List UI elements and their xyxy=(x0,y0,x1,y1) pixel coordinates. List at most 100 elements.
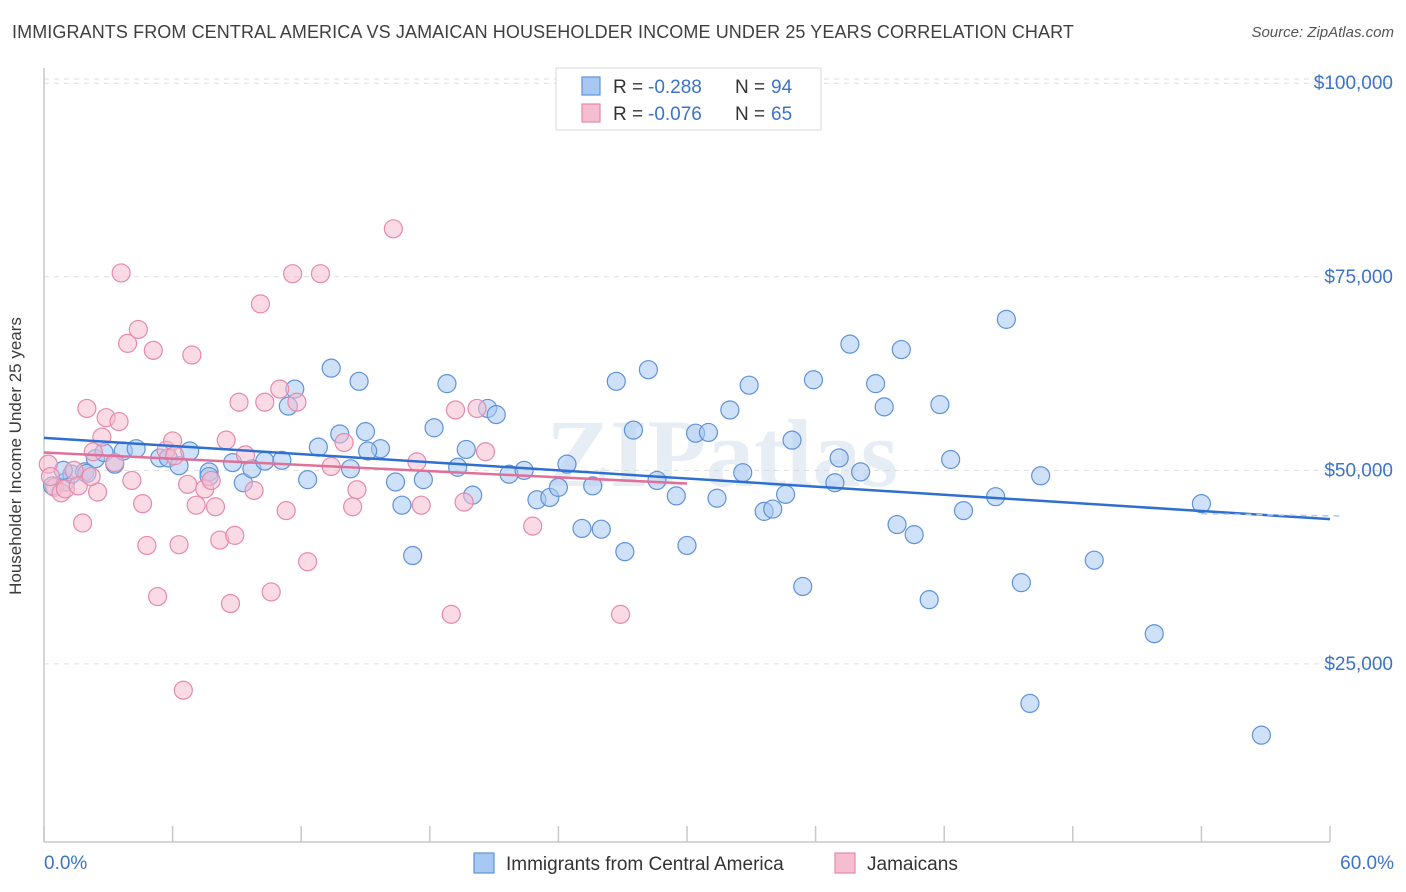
point-central-america xyxy=(1191,494,1212,514)
point-jamaicans xyxy=(298,552,318,572)
point-central-america xyxy=(666,486,686,506)
point-central-america xyxy=(851,462,871,482)
point-central-america xyxy=(775,484,796,504)
point-jamaicans xyxy=(105,453,125,473)
point-jamaicans xyxy=(40,466,61,487)
point-jamaicans xyxy=(270,379,290,399)
point-central-america xyxy=(355,422,376,442)
point-central-america xyxy=(829,448,849,468)
point-central-america xyxy=(255,451,275,471)
point-jamaicans xyxy=(523,516,543,536)
point-central-america xyxy=(557,454,577,474)
point-jamaicans xyxy=(220,593,241,614)
point-central-america xyxy=(904,525,924,545)
point-jamaicans xyxy=(276,501,296,521)
point-central-america xyxy=(866,374,886,394)
point-central-america xyxy=(437,374,457,394)
x-tick-label-max: 60.0% xyxy=(1340,853,1394,874)
point-jamaicans xyxy=(132,494,153,514)
legend-r-label: R = xyxy=(613,77,643,98)
point-central-america xyxy=(739,375,759,395)
point-central-america xyxy=(548,477,569,497)
point-jamaicans xyxy=(117,333,138,353)
point-jamaicans xyxy=(186,495,206,515)
trend-line-jamaicans xyxy=(43,451,688,485)
point-central-america xyxy=(919,590,939,610)
point-jamaicans xyxy=(467,398,487,419)
point-central-america xyxy=(782,430,802,450)
point-central-america xyxy=(1144,624,1164,644)
point-jamaicans xyxy=(92,427,112,447)
point-central-america xyxy=(1020,693,1040,714)
point-central-america xyxy=(456,439,476,460)
legend-r-value: -0.288 xyxy=(648,77,702,98)
point-central-america xyxy=(413,470,433,490)
point-central-america xyxy=(763,499,783,519)
point-jamaicans xyxy=(178,474,198,494)
point-central-america xyxy=(392,495,412,515)
point-central-america xyxy=(698,422,719,443)
point-jamaicans xyxy=(137,535,157,556)
point-central-america xyxy=(891,339,911,360)
point-jamaicans xyxy=(182,345,202,365)
point-jamaicans xyxy=(343,497,363,517)
point-jamaicans xyxy=(147,586,168,607)
legend-bottom: Immigrants from Central America Jamaicans xyxy=(473,852,958,875)
axes: $100,000 $75,000 $50,000 $25,000 0.0% 60.0% xyxy=(43,68,1394,874)
point-central-america xyxy=(606,371,626,391)
legend-bottom-swatch xyxy=(834,852,856,874)
point-central-america xyxy=(953,501,974,521)
point-jamaicans xyxy=(454,492,474,512)
point-central-america xyxy=(486,405,506,425)
legend-n-value: 65 xyxy=(771,104,792,125)
point-jamaicans xyxy=(261,582,281,602)
point-central-america xyxy=(720,400,740,420)
legend-swatch xyxy=(581,76,601,96)
point-central-america xyxy=(572,518,592,539)
point-central-america xyxy=(1251,725,1272,745)
point-central-america xyxy=(1031,466,1051,486)
trend-lines xyxy=(43,436,1341,521)
point-jamaicans xyxy=(109,411,129,432)
point-jamaicans xyxy=(347,480,367,500)
grid-lines xyxy=(44,78,1394,665)
trend-line-extension xyxy=(1201,512,1341,517)
point-central-america xyxy=(707,488,727,508)
point-jamaicans xyxy=(250,294,271,314)
point-central-america xyxy=(733,463,753,483)
point-jamaicans xyxy=(81,466,101,487)
point-jamaicans xyxy=(68,476,88,496)
point-central-america xyxy=(1011,573,1031,593)
point-jamaicans xyxy=(244,480,264,501)
data-points xyxy=(38,219,1272,745)
point-central-america xyxy=(840,334,860,354)
point-jamaicans xyxy=(111,263,131,283)
point-jamaicans xyxy=(173,680,193,700)
point-jamaicans xyxy=(225,525,245,545)
point-jamaicans xyxy=(72,513,93,533)
point-jamaicans xyxy=(287,392,307,412)
legend-n-label: N = xyxy=(735,77,765,98)
y-tick-label: $100,000 xyxy=(1314,73,1393,94)
point-jamaicans xyxy=(165,446,185,466)
legend-n-value: 94 xyxy=(771,77,793,98)
legend-bottom-label: Immigrants from Central America xyxy=(506,854,784,875)
point-central-america xyxy=(358,441,378,461)
point-central-america xyxy=(623,420,644,440)
legend-swatch xyxy=(581,103,601,123)
point-central-america xyxy=(591,519,611,539)
point-central-america xyxy=(385,472,406,492)
trend-line-central-america xyxy=(43,436,1331,521)
point-jamaicans xyxy=(143,340,163,360)
y-tick-label: $75,000 xyxy=(1324,267,1393,288)
legend-r-label: R = xyxy=(613,104,643,125)
point-jamaicans xyxy=(128,319,148,340)
point-jamaicans xyxy=(283,264,303,284)
point-jamaicans xyxy=(229,392,249,412)
point-central-america xyxy=(941,449,961,470)
point-jamaicans xyxy=(216,430,236,450)
point-jamaicans xyxy=(411,495,431,515)
point-central-america xyxy=(887,514,907,535)
point-jamaicans xyxy=(310,264,331,284)
